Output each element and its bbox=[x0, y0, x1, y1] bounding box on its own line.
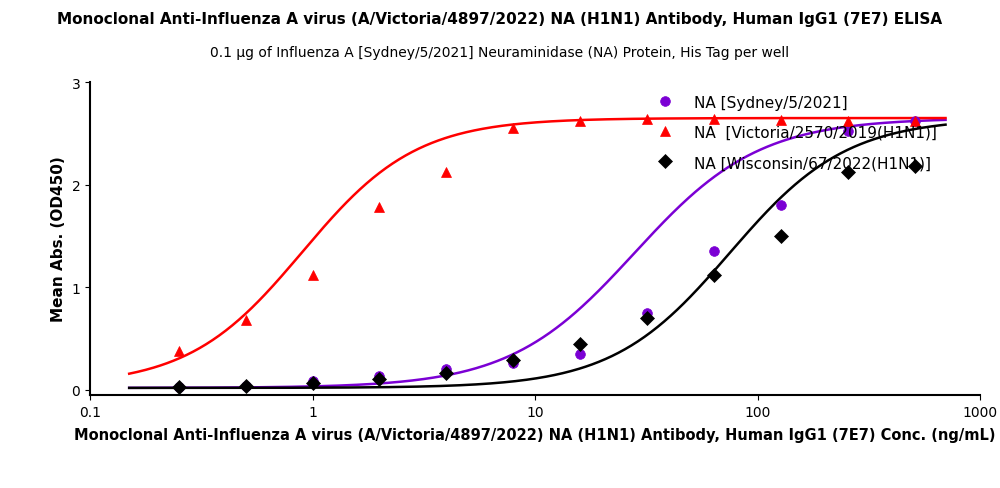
NA [Wisconsin/67/2022(H1N1)] bbox=[173, 384, 185, 390]
NA [Wisconsin/67/2022(H1N1)] bbox=[842, 170, 854, 176]
NA [Wisconsin/67/2022(H1N1)] bbox=[641, 316, 653, 322]
NA [Wisconsin/67/2022(H1N1)] bbox=[440, 370, 452, 376]
NA [Wisconsin/67/2022(H1N1)] bbox=[775, 234, 787, 240]
NA [Sydney/5/2021] bbox=[173, 384, 185, 390]
Legend: NA [Sydney/5/2021], NA  [Victoria/2570/2019(H1N1)], NA [Wisconsin/67/2022(H1N1)]: NA [Sydney/5/2021], NA [Victoria/2570/20… bbox=[642, 89, 943, 177]
NA  [Victoria/2570/2019(H1N1)] bbox=[775, 118, 787, 124]
NA [Sydney/5/2021] bbox=[842, 129, 854, 135]
NA [Wisconsin/67/2022(H1N1)] bbox=[373, 376, 385, 382]
NA [Wisconsin/67/2022(H1N1)] bbox=[909, 164, 921, 170]
NA [Sydney/5/2021] bbox=[909, 119, 921, 125]
NA [Sydney/5/2021] bbox=[440, 367, 452, 373]
X-axis label: Monoclonal Anti-Influenza A virus (A/Victoria/4897/2022) NA (H1N1) Antibody, Hum: Monoclonal Anti-Influenza A virus (A/Vic… bbox=[74, 427, 996, 442]
Text: 0.1 μg of Influenza A [Sydney/5/2021] Neuraminidase (NA) Protein, His Tag per we: 0.1 μg of Influenza A [Sydney/5/2021] Ne… bbox=[210, 46, 790, 61]
NA [Sydney/5/2021] bbox=[306, 378, 318, 384]
NA [Wisconsin/67/2022(H1N1)] bbox=[507, 358, 519, 364]
NA  [Victoria/2570/2019(H1N1)] bbox=[909, 119, 921, 125]
NA [Sydney/5/2021] bbox=[641, 310, 653, 316]
NA [Sydney/5/2021] bbox=[240, 383, 252, 389]
Y-axis label: Mean Abs. (OD450): Mean Abs. (OD450) bbox=[51, 157, 66, 322]
Line: NA [Wisconsin/67/2022(H1N1)]: NA [Wisconsin/67/2022(H1N1)] bbox=[174, 162, 920, 392]
NA  [Victoria/2570/2019(H1N1)] bbox=[373, 205, 385, 211]
NA [Sydney/5/2021] bbox=[708, 249, 720, 255]
NA [Sydney/5/2021] bbox=[507, 361, 519, 366]
NA [Wisconsin/67/2022(H1N1)] bbox=[306, 380, 318, 386]
Text: Monoclonal Anti-Influenza A virus (A/Victoria/4897/2022) NA (H1N1) Antibody, Hum: Monoclonal Anti-Influenza A virus (A/Vic… bbox=[57, 12, 943, 27]
NA  [Victoria/2570/2019(H1N1)] bbox=[708, 117, 720, 123]
NA [Wisconsin/67/2022(H1N1)] bbox=[574, 341, 586, 347]
NA  [Victoria/2570/2019(H1N1)] bbox=[173, 348, 185, 354]
NA [Wisconsin/67/2022(H1N1)] bbox=[708, 272, 720, 278]
NA [Wisconsin/67/2022(H1N1)] bbox=[240, 383, 252, 389]
Line: NA  [Victoria/2570/2019(H1N1)]: NA [Victoria/2570/2019(H1N1)] bbox=[174, 115, 920, 356]
NA  [Victoria/2570/2019(H1N1)] bbox=[440, 170, 452, 176]
NA  [Victoria/2570/2019(H1N1)] bbox=[306, 272, 318, 278]
Line: NA [Sydney/5/2021]: NA [Sydney/5/2021] bbox=[174, 117, 920, 392]
NA [Sydney/5/2021] bbox=[373, 373, 385, 379]
NA  [Victoria/2570/2019(H1N1)] bbox=[842, 119, 854, 125]
NA  [Victoria/2570/2019(H1N1)] bbox=[507, 126, 519, 132]
NA  [Victoria/2570/2019(H1N1)] bbox=[574, 119, 586, 125]
NA [Sydney/5/2021] bbox=[574, 351, 586, 357]
NA  [Victoria/2570/2019(H1N1)] bbox=[240, 318, 252, 324]
NA  [Victoria/2570/2019(H1N1)] bbox=[641, 117, 653, 123]
NA [Sydney/5/2021] bbox=[775, 203, 787, 209]
